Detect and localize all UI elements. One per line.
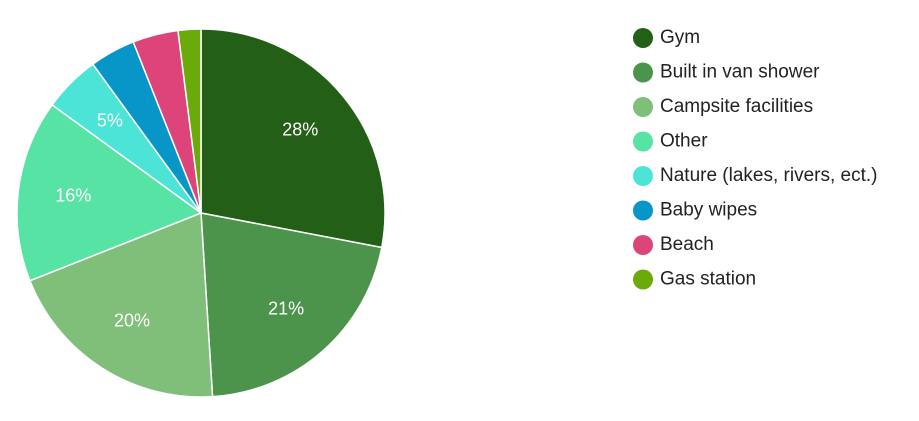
slice-label: 21% xyxy=(268,298,304,318)
legend-swatch xyxy=(633,269,653,290)
slice-label: 28% xyxy=(282,120,318,140)
legend-label: Gas station xyxy=(660,269,756,290)
pie-slice xyxy=(16,103,203,282)
pie-slice xyxy=(200,212,383,398)
legend-label: Nature (lakes, rivers, ect.) xyxy=(660,165,878,186)
legend-label: Beach xyxy=(660,234,714,255)
legend-label: Gym xyxy=(660,27,700,48)
legend-swatch xyxy=(633,97,653,117)
legend-swatch xyxy=(633,28,653,48)
pie-slice xyxy=(177,28,202,214)
legend-label: Built in van shower xyxy=(660,62,820,83)
legend-label: Baby wipes xyxy=(660,200,757,221)
legend-swatch xyxy=(633,166,653,186)
slice-label: 5% xyxy=(97,111,123,131)
legend-swatch xyxy=(633,131,653,152)
legend-swatch xyxy=(633,200,653,221)
pie-slice xyxy=(28,211,214,398)
slice-label: 20% xyxy=(114,310,150,330)
legend-label: Campsite facilities xyxy=(660,96,813,117)
slice-label: 16% xyxy=(55,186,91,206)
legend-swatch xyxy=(633,235,653,255)
legend-swatch xyxy=(633,62,653,83)
pie-slice xyxy=(200,28,386,249)
legend-label: Other xyxy=(660,131,708,152)
